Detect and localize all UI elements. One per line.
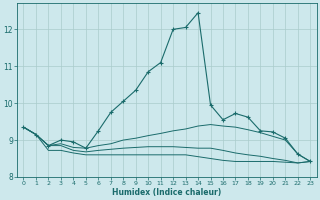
X-axis label: Humidex (Indice chaleur): Humidex (Indice chaleur) [112, 188, 221, 197]
